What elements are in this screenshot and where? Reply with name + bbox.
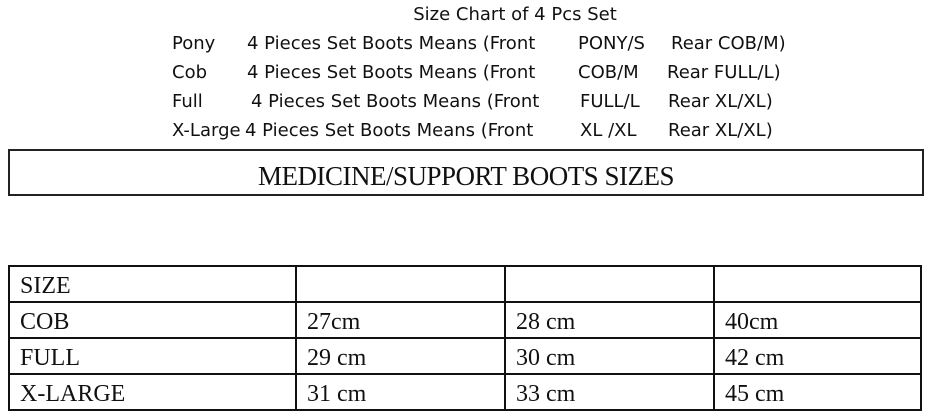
table-row: FULL 29 cm 30 cm 42 cm [8, 337, 922, 375]
table-cell [713, 265, 922, 303]
set-size: X-Large [172, 120, 241, 141]
set-size: Pony [172, 33, 216, 54]
table-row: COB 27cm 28 cm 40cm [8, 301, 922, 339]
set-line: Cob 4 Pieces Set Boots Means (Front COB/… [0, 62, 930, 91]
table-cell: 30 cm [504, 337, 715, 375]
table-cell: 28 cm [504, 301, 715, 339]
set-desc: 4 Pieces Set Boots Means (Front [247, 33, 536, 54]
set-rear: Rear XL/XL) [668, 91, 773, 112]
table-cell: 29 cm [295, 337, 506, 375]
table-cell: 33 cm [504, 373, 715, 411]
table-cell: 45 cm [713, 373, 922, 411]
table-cell: 31 cm [295, 373, 506, 411]
set-line: Full 4 Pieces Set Boots Means (Front FUL… [0, 91, 930, 120]
table-cell: SIZE [8, 265, 297, 303]
set-rear: Rear XL/XL) [668, 120, 773, 141]
set-front: FULL/L [580, 91, 640, 112]
set-rear: Rear COB/M) [671, 33, 786, 54]
table-cell [295, 265, 506, 303]
table-cell: FULL [8, 337, 297, 375]
set-front: COB/M [578, 62, 639, 83]
table-cell: 42 cm [713, 337, 922, 375]
set-line: Pony 4 Pieces Set Boots Means (Front PON… [0, 33, 930, 62]
table-cell: 40cm [713, 301, 922, 339]
set-front: XL /XL [580, 120, 637, 141]
set-size: Cob [172, 62, 208, 83]
set-desc: 4 Pieces Set Boots Means (Front [245, 120, 534, 141]
size-table: SIZE COB 27cm 28 cm 40cm FULL 29 cm 30 c… [8, 265, 922, 411]
section-banner: MEDICINE/SUPPORT BOOTS SIZES [8, 149, 924, 196]
table-cell: COB [8, 301, 297, 339]
set-front: PONY/S [578, 33, 645, 54]
table-cell: 27cm [295, 301, 506, 339]
set-line: X-Large 4 Pieces Set Boots Means (Front … [0, 120, 930, 149]
set-desc: 4 Pieces Set Boots Means (Front [251, 91, 540, 112]
set-rear: Rear FULL/L) [667, 62, 781, 83]
table-cell [504, 265, 715, 303]
table-row: X-LARGE 31 cm 33 cm 45 cm [8, 373, 922, 411]
set-desc: 4 Pieces Set Boots Means (Front [247, 62, 536, 83]
table-cell: X-LARGE [8, 373, 297, 411]
table-header-row: SIZE [8, 265, 922, 303]
page-title: Size Chart of 4 Pcs Set [413, 4, 617, 25]
set-size: Full [172, 91, 203, 112]
